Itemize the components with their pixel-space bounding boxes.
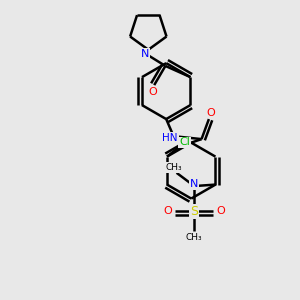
Text: O: O (217, 206, 225, 216)
Text: O: O (163, 206, 172, 216)
Text: O: O (206, 108, 215, 118)
Text: HN: HN (162, 133, 178, 142)
Text: Cl: Cl (179, 137, 190, 148)
Text: CH₃: CH₃ (165, 163, 182, 172)
Text: S: S (190, 205, 198, 218)
Text: N: N (141, 49, 150, 58)
Text: O: O (148, 87, 157, 97)
Text: CH₃: CH₃ (186, 233, 202, 242)
Text: N: N (190, 179, 198, 189)
